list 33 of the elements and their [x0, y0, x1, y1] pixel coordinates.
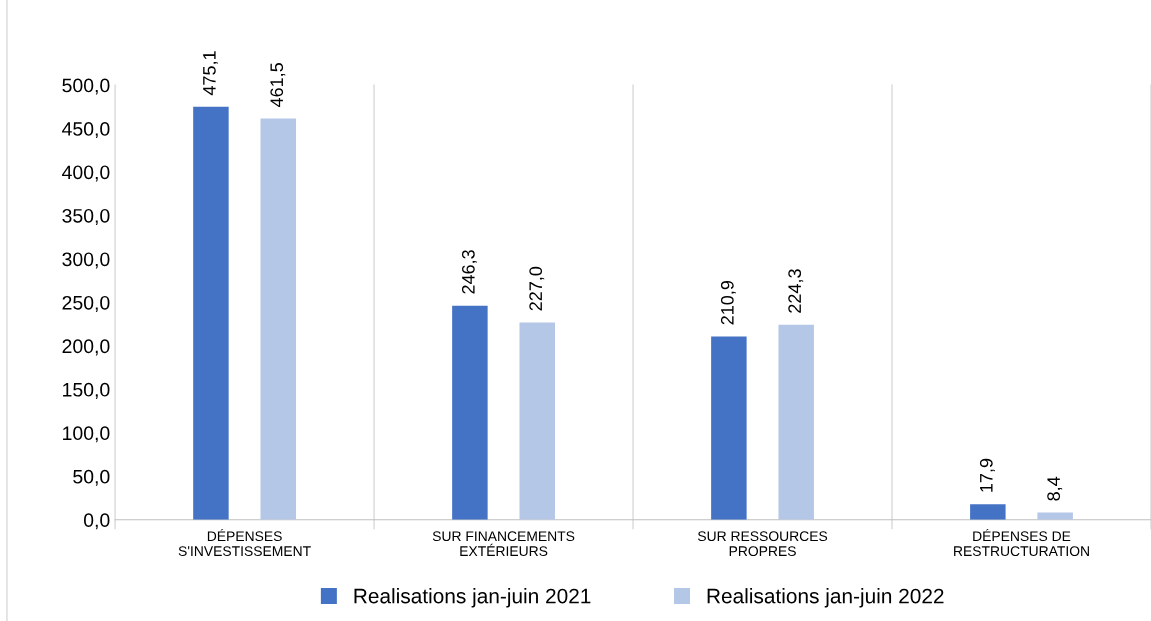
- bar: [193, 106, 229, 520]
- y-tick-label: 250,0: [62, 295, 110, 312]
- y-tick-label: 50,0: [73, 469, 110, 486]
- y-tick-label: 500,0: [62, 78, 110, 95]
- legend-label: Realisations jan-juin 2021: [354, 588, 591, 608]
- y-tick-label: 300,0: [62, 252, 110, 269]
- bar: [452, 305, 488, 520]
- bar: [260, 118, 296, 520]
- bar: [1037, 512, 1073, 520]
- data-label: 227,0: [529, 266, 545, 311]
- legend-label: Realisations jan-juin 2022: [707, 588, 944, 608]
- y-tick-label: 100,0: [63, 426, 110, 443]
- data-label: 210,9: [720, 280, 736, 325]
- data-label: 475,1: [203, 51, 218, 96]
- x-tick-label: DÉPENSES DE RESTRUCTURATION: [954, 528, 1089, 557]
- data-label: 461,5: [270, 63, 286, 108]
- bar: [970, 504, 1006, 520]
- x-tick-label: SUR RESSOURCES PROPRES: [697, 531, 828, 557]
- y-tick-label: 150,0: [63, 382, 110, 399]
- data-label: 224,3: [788, 269, 804, 313]
- y-tick-label: 450,0: [62, 122, 110, 139]
- y-tick-label: 350,0: [62, 208, 110, 226]
- bar: [519, 322, 555, 520]
- y-tick-label: 200,0: [62, 339, 110, 356]
- x-tick-label: DÉPENSES S'INVESTISSEMENT: [178, 528, 311, 557]
- bar: [778, 324, 814, 520]
- y-tick-label: 400,0: [62, 165, 110, 182]
- data-label: 246,3: [461, 250, 477, 294]
- data-label: 17,9: [979, 458, 995, 492]
- bar: [711, 336, 747, 520]
- x-tick-label: SUR FINANCEMENTS EXTÉRIEURS: [432, 531, 575, 557]
- y-tick-label: 0,0: [83, 513, 110, 530]
- data-label: 8,4: [1047, 476, 1063, 501]
